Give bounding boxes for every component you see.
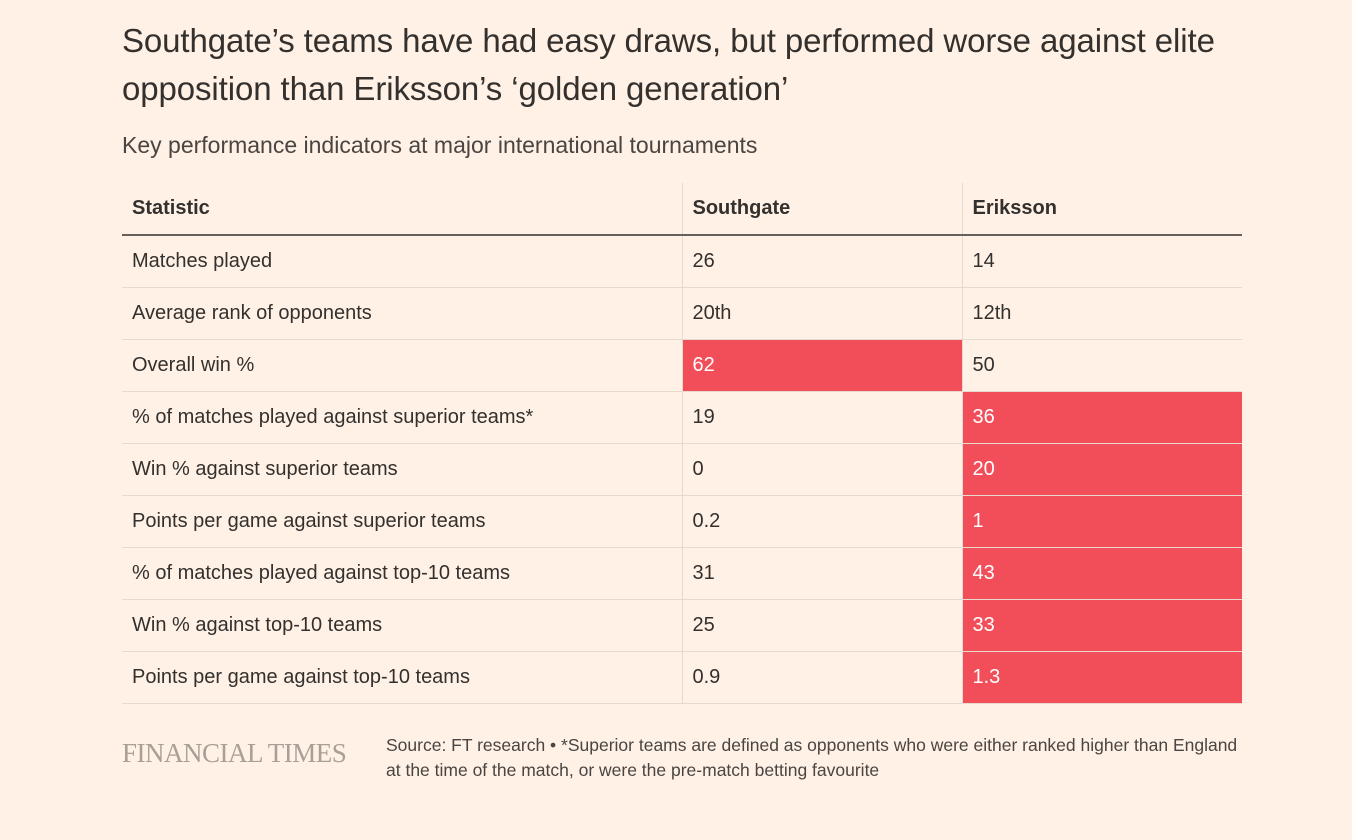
statistic-cell: Points per game against top-10 teams	[122, 651, 682, 704]
southgate-cell: 0	[681, 443, 962, 496]
eriksson-cell: 43	[961, 547, 1242, 600]
eriksson-cell: 20	[961, 443, 1242, 496]
financial-times-logo: FINANCIAL TIMES	[122, 738, 347, 768]
table-row: Overall win % 62 50	[122, 339, 1242, 392]
table-row: % of matches played against superior tea…	[122, 391, 1242, 444]
eriksson-cell: 50	[961, 339, 1242, 392]
table-row: Average rank of opponents 20th 12th	[122, 287, 1242, 340]
table-row: Win % against superior teams 0 20	[122, 443, 1242, 496]
southgate-cell: 25	[681, 599, 962, 652]
eriksson-cell: 36	[961, 391, 1242, 444]
chart-container: Southgate’s teams have had easy draws, b…	[122, 0, 1242, 780]
statistic-cell: % of matches played against top-10 teams	[122, 547, 682, 600]
southgate-cell: 0.2	[681, 495, 962, 548]
chart-title: Southgate’s teams have had easy draws, b…	[122, 22, 1215, 107]
table-row: Points per game against top-10 teams 0.9…	[122, 651, 1242, 704]
southgate-cell: 0.9	[681, 651, 962, 704]
eriksson-cell: 12th	[961, 287, 1242, 340]
southgate-cell: 26	[681, 235, 962, 288]
column-header-statistic: Statistic	[122, 183, 682, 236]
chart-subtitle: Key performance indicators at major inte…	[122, 132, 758, 158]
southgate-cell: 20th	[681, 287, 962, 340]
table-row: % of matches played against top-10 teams…	[122, 547, 1242, 600]
eriksson-cell: 1	[961, 495, 1242, 548]
table-row: Matches played 26 14	[122, 235, 1242, 288]
column-header-eriksson: Eriksson	[961, 183, 1242, 236]
statistic-cell: % of matches played against superior tea…	[122, 391, 682, 444]
southgate-cell: 62	[681, 339, 962, 392]
statistic-cell: Average rank of opponents	[122, 287, 682, 340]
eriksson-cell: 1.3	[961, 651, 1242, 704]
kpi-table: Statistic Southgate Eriksson Matches pla…	[122, 183, 1242, 704]
statistic-cell: Overall win %	[122, 339, 682, 392]
eriksson-cell: 33	[961, 599, 1242, 652]
statistic-cell: Win % against superior teams	[122, 443, 682, 496]
table-row: Win % against top-10 teams 25 33	[122, 599, 1242, 652]
southgate-cell: 19	[681, 391, 962, 444]
statistic-cell: Points per game against superior teams	[122, 495, 682, 548]
column-header-southgate: Southgate	[681, 183, 962, 236]
statistic-cell: Matches played	[122, 235, 682, 288]
statistic-cell: Win % against top-10 teams	[122, 599, 682, 652]
table-row: Points per game against superior teams 0…	[122, 495, 1242, 548]
source-note: Source: FT research • *Superior teams ar…	[386, 735, 1238, 780]
southgate-cell: 31	[681, 547, 962, 600]
eriksson-cell: 14	[961, 235, 1242, 288]
table-header-row: Statistic Southgate Eriksson	[122, 183, 1242, 236]
